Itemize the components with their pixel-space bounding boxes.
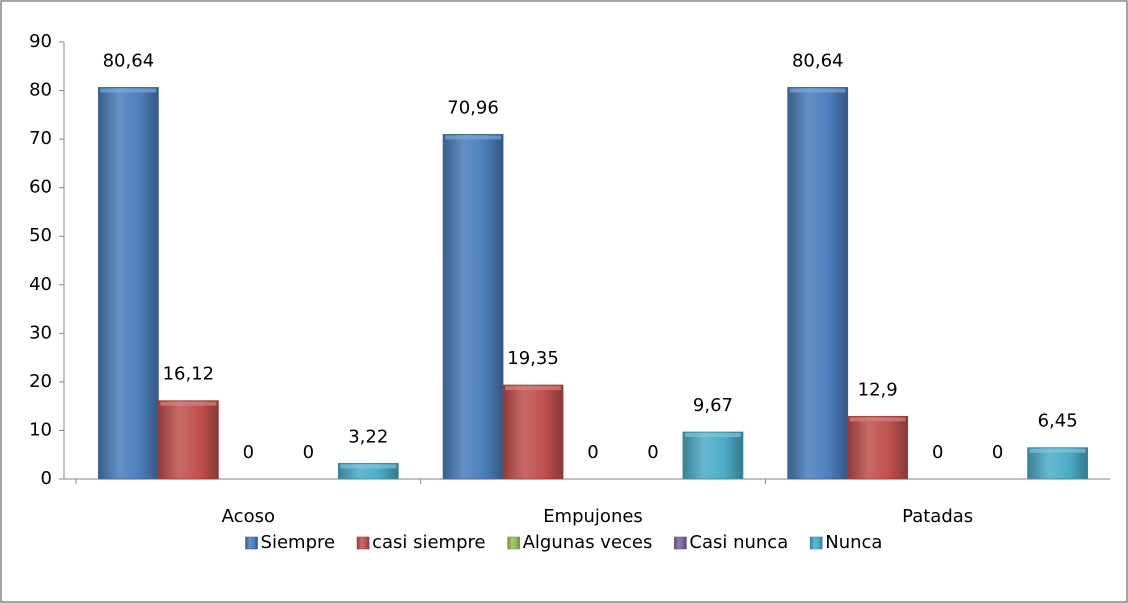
legend-marker — [674, 536, 687, 550]
y-tick-label: 90 — [29, 31, 52, 52]
bar-top — [340, 464, 397, 469]
legend-label: Siempre — [261, 532, 336, 553]
y-tick-label: 70 — [29, 128, 52, 149]
data-label: 80,64 — [103, 50, 155, 71]
y-tick-label: 30 — [29, 322, 52, 343]
data-label: 12,9 — [858, 379, 898, 400]
bar — [502, 384, 564, 480]
legend-label: casi siempre — [372, 532, 486, 553]
bar — [1027, 447, 1088, 480]
bar — [847, 415, 909, 480]
legend-marker — [245, 536, 258, 550]
bar — [98, 87, 159, 480]
data-label: 0 — [243, 442, 254, 463]
y-tick-label: 40 — [29, 274, 52, 295]
bar-top — [445, 135, 502, 140]
bar-top — [100, 88, 157, 93]
bar-top — [505, 386, 562, 391]
data-label: 16,12 — [163, 364, 215, 385]
bar-top — [849, 417, 906, 422]
data-label: 0 — [992, 442, 1003, 463]
legend-marker — [507, 536, 520, 550]
data-label: 0 — [303, 442, 314, 463]
bar — [787, 87, 849, 480]
legend-marker — [809, 536, 823, 550]
bar — [442, 134, 504, 480]
y-tick-label: 10 — [29, 419, 52, 440]
data-label: 3,22 — [348, 426, 388, 447]
legend-label: Casi nunca — [689, 532, 788, 553]
y-tick-label: 80 — [29, 80, 52, 101]
y-tick-label: 0 — [41, 468, 52, 489]
x-tick-label: Empujones — [543, 506, 643, 527]
legend-label: Algunas veces — [523, 532, 653, 553]
y-tick-label: 60 — [29, 177, 52, 198]
bar-top — [684, 433, 741, 438]
data-label: 80,64 — [792, 50, 844, 71]
data-label: 0 — [932, 442, 943, 463]
legend-label: Nunca — [825, 532, 882, 553]
data-label: 0 — [587, 442, 598, 463]
data-label: 9,67 — [693, 395, 733, 416]
y-tick-label: 50 — [29, 225, 52, 246]
x-tick-label: Patadas — [902, 506, 973, 527]
bar — [682, 431, 744, 480]
bar-top — [1029, 448, 1086, 453]
data-label: 0 — [647, 442, 658, 463]
data-label: 6,45 — [1038, 411, 1078, 432]
x-tick-label: Acoso — [222, 506, 275, 527]
data-label: 70,96 — [447, 97, 499, 118]
data-label: 19,35 — [507, 348, 559, 369]
bar-top — [789, 88, 846, 93]
y-tick-label: 20 — [29, 371, 52, 392]
bar-top — [160, 401, 217, 406]
bar — [157, 400, 219, 480]
legend-marker — [356, 536, 370, 550]
